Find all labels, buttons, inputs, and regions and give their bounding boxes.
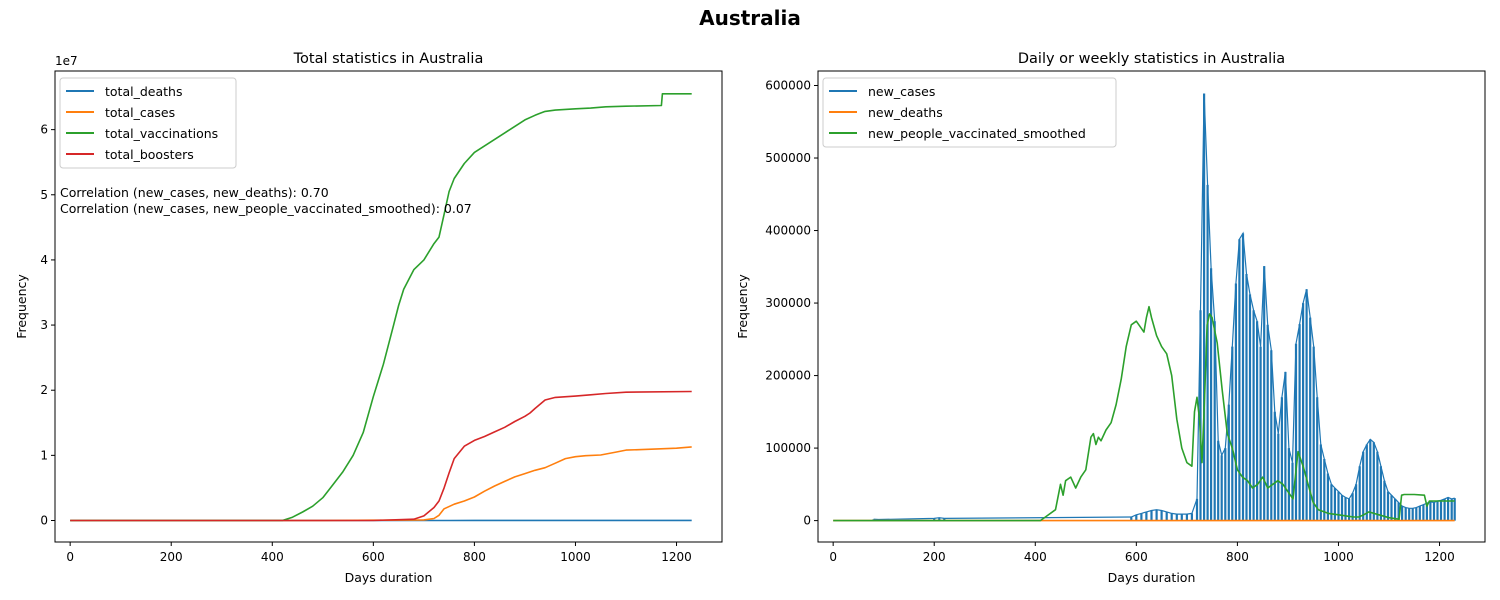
x-tick-label: 200 (160, 550, 183, 564)
series-new_cases-spikes (872, 93, 1456, 521)
legend: new_cases new_deaths new_people_vaccinated… (822, 77, 1117, 148)
y-tick-label: 400000 (765, 224, 811, 238)
chart-title: Daily or weekly statistics in Australia (1018, 51, 1285, 67)
plot-frame (54, 70, 723, 543)
y-tick-label: 300000 (765, 296, 811, 310)
x-axis-label: Days duration (345, 570, 433, 585)
legend-label-total_cases: total_cases (105, 105, 175, 120)
legend-label-new_deaths: new_deaths (868, 105, 943, 120)
chart-title: Total statistics in Australia (293, 51, 484, 67)
legend: total_deaths total_cases total_vaccination… (59, 77, 237, 169)
y-tick-label: 4 (40, 253, 48, 267)
legend-box (59, 77, 237, 169)
y-tick-label: 500000 (765, 151, 811, 165)
y-tick-label: 5 (40, 188, 48, 202)
legend-label-total_boosters: total_boosters (105, 147, 194, 162)
y-tick-label: 1 (40, 448, 48, 462)
y-tick-label: 2 (40, 383, 48, 397)
correlation-annotation: Correlation (new_cases, new_deaths): 0.7… (60, 185, 329, 200)
x-tick-label: 1200 (661, 550, 692, 564)
y-tick-label: 3 (40, 318, 48, 332)
correlation-annotation: Correlation (new_cases, new_people_vacci… (60, 201, 472, 216)
x-tick-label: 800 (1226, 550, 1249, 564)
y-offset-label: 1e7 (55, 54, 78, 68)
y-axis-label: Frequency (14, 274, 29, 339)
x-tick-label: 1200 (1424, 550, 1455, 564)
x-tick-label: 800 (463, 550, 486, 564)
series-total_cases-line (70, 446, 692, 522)
series-total_vaccinations-line (70, 93, 692, 522)
legend-label-total_deaths: total_deaths (105, 84, 182, 99)
x-tick-label: 200 (923, 550, 946, 564)
series-new_people_vaccinated_smoothed-line (833, 305, 1455, 522)
series-new_cases-line (873, 93, 1455, 521)
y-tick-label: 100000 (765, 441, 811, 455)
right-chart: 0 200 400 600 800 1000 1200 0 100000 200000 300000… (735, 51, 1486, 585)
y-tick-label: 0 (803, 514, 811, 528)
plot-frame (817, 70, 1486, 543)
left-chart: 0 200 400 600 800 1000 1200 0 1 2 3 4 5 6 1e7 Total sta… (14, 51, 723, 585)
x-tick-label: 600 (1125, 550, 1148, 564)
x-tick-label: 0 (829, 550, 837, 564)
y-tick-label: 0 (40, 514, 48, 528)
y-tick-label: 6 (40, 123, 48, 137)
legend-box (822, 77, 1117, 148)
x-tick-label: 1000 (1323, 550, 1354, 564)
legend-label-new_cases: new_cases (868, 84, 935, 99)
y-axis-label: Frequency (735, 274, 750, 339)
x-axis-label: Days duration (1108, 570, 1196, 585)
legend-label-new_people_vaccinated_smoothed: new_people_vaccinated_smoothed (868, 126, 1086, 141)
x-tick-label: 400 (261, 550, 284, 564)
series-total_boosters-line (70, 390, 692, 522)
y-tick-label: 600000 (765, 79, 811, 93)
x-tick-label: 1000 (560, 550, 591, 564)
x-tick-label: 400 (1024, 550, 1047, 564)
x-tick-label: 0 (66, 550, 74, 564)
legend-label-total_vaccinations: total_vaccinations (105, 126, 218, 141)
figure-title: Australia (699, 6, 801, 30)
y-tick-label: 200000 (765, 369, 811, 383)
x-tick-label: 600 (362, 550, 385, 564)
